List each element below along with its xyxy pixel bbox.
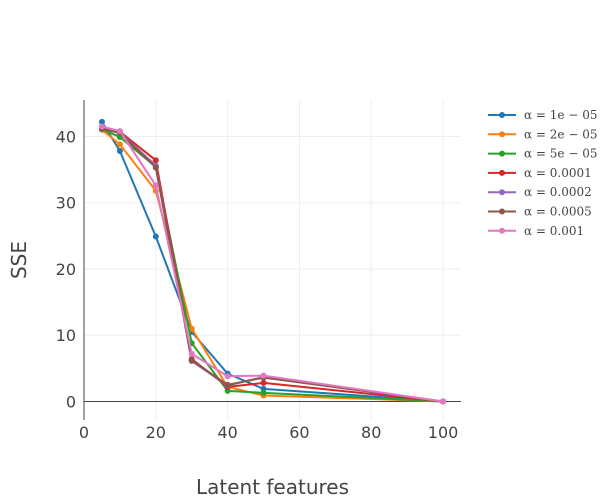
axes	[83, 100, 461, 420]
legend-label: α = 1e − 05	[524, 108, 597, 122]
y-axis-title: SSE	[7, 241, 31, 279]
data-point	[260, 389, 267, 396]
series-4	[98, 125, 447, 405]
x-tick-label: 20	[146, 423, 166, 442]
x-tick-label: 40	[217, 423, 237, 442]
series-line	[101, 128, 444, 403]
legend-swatch-marker	[499, 169, 505, 176]
series-line	[101, 129, 444, 403]
legend-label: α = 0.0002	[524, 185, 592, 199]
legend-swatch-marker	[499, 227, 505, 234]
series-3	[98, 126, 447, 405]
series-lines	[98, 118, 447, 405]
series-7	[98, 123, 447, 405]
data-point	[188, 325, 195, 332]
series-line	[101, 127, 444, 403]
y-tick-label: 30	[56, 194, 76, 213]
legend-label: α = 0.0001	[524, 166, 592, 180]
series-6	[98, 125, 447, 405]
data-point	[440, 398, 447, 405]
data-point	[152, 182, 159, 189]
legend-item[interactable]: α = 0.0005	[488, 205, 592, 219]
data-point	[98, 118, 105, 125]
x-tick-label: 0	[79, 423, 89, 442]
legend-item[interactable]: α = 0.0001	[488, 166, 592, 180]
legend-swatch-marker	[499, 208, 505, 215]
legend-item[interactable]: α = 0.001	[488, 224, 584, 238]
data-point	[98, 123, 105, 130]
x-tick-label: 60	[289, 423, 309, 442]
legend-swatch-marker	[499, 112, 505, 118]
legend-swatch-marker	[499, 131, 505, 138]
y-tick-label: 0	[66, 392, 76, 411]
x-axis-title: Latent features	[196, 475, 349, 499]
data-point	[152, 233, 159, 240]
data-point	[116, 128, 123, 135]
y-tick-label: 40	[56, 127, 76, 146]
legend-label: α = 5e − 05	[524, 147, 597, 161]
legend-swatch-marker	[499, 189, 505, 196]
y-tick-label: 20	[56, 260, 76, 279]
y-tick-label: 10	[56, 326, 76, 345]
data-point	[116, 141, 123, 148]
data-point	[260, 372, 267, 379]
legend-item[interactable]: α = 2e − 05	[488, 127, 597, 141]
data-point	[224, 381, 231, 388]
x-tick-label: 80	[361, 423, 381, 442]
series-5	[98, 124, 447, 405]
data-point	[188, 357, 195, 364]
legend-swatch-marker	[499, 150, 505, 157]
legend-item[interactable]: α = 5e − 05	[488, 147, 597, 161]
legend-item[interactable]: α = 0.0002	[488, 185, 592, 199]
grid-lines	[84, 100, 461, 420]
series-2	[98, 126, 447, 405]
data-point	[224, 373, 231, 380]
x-tick-label: 100	[428, 423, 459, 442]
data-point	[152, 164, 159, 171]
data-point	[116, 148, 123, 155]
data-point	[188, 350, 195, 357]
tick-labels: 0 10 20 30 40 0 20 40 60 80 100	[56, 127, 459, 442]
legend-label: α = 0.001	[524, 224, 584, 238]
legend-item[interactable]: α = 1e − 05	[488, 108, 597, 122]
data-point	[260, 379, 267, 386]
legend-label: α = 0.0005	[524, 205, 592, 219]
legend-label: α = 2e − 05	[524, 127, 597, 141]
legend[interactable]: α = 1e − 05 α = 2e − 05 α = 5e − 05 α = 0.0…	[488, 108, 597, 238]
data-point	[152, 157, 159, 164]
series-line	[101, 127, 444, 403]
